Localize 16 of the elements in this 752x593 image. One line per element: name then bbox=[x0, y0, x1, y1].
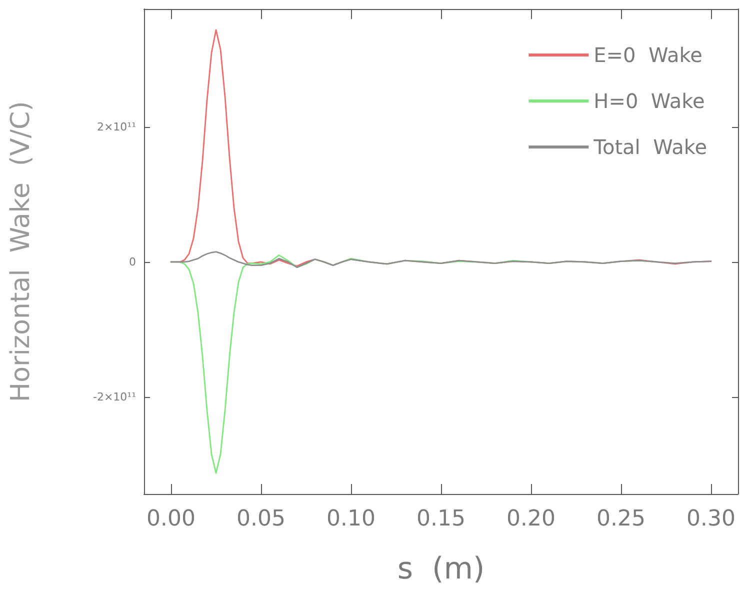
x-tick-label: 0.15 bbox=[416, 506, 466, 532]
legend-label: E=0 Wake bbox=[594, 43, 702, 67]
x-tick-label: 0.25 bbox=[596, 506, 646, 532]
x-tick-label: 0.10 bbox=[326, 506, 376, 532]
y-axis-title: Horizontal Wake (V/C) bbox=[6, 101, 36, 402]
y-tick-label: -2×10¹¹ bbox=[92, 390, 136, 404]
x-tick-label: 0.05 bbox=[236, 506, 286, 532]
x-tick-label: 0.20 bbox=[506, 506, 556, 532]
x-tick-label: 0.30 bbox=[686, 506, 736, 532]
legend-label: Total Wake bbox=[592, 135, 708, 159]
legend-label: H=0 Wake bbox=[594, 89, 705, 113]
x-axis-title: s (m) bbox=[397, 552, 485, 586]
line-series bbox=[170, 251, 712, 268]
y-tick-label: 0 bbox=[129, 255, 136, 268]
y-tick-label: 2×10¹¹ bbox=[96, 120, 136, 134]
x-tick-label: 0.00 bbox=[146, 506, 196, 532]
